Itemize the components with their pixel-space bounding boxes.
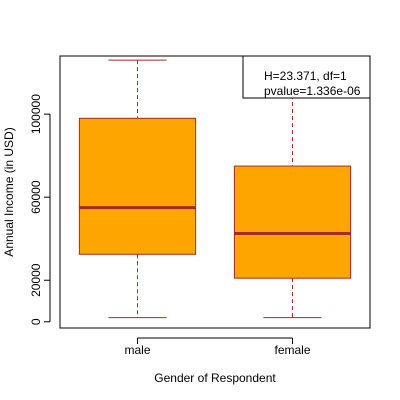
box-iqr <box>233 165 352 279</box>
y-tick-label: 0 <box>29 318 43 325</box>
box-iqr <box>78 117 197 255</box>
x-tick-label: male <box>124 343 150 357</box>
annotation-line-1: H=23.371, df=1 <box>264 69 347 83</box>
x-tick-label: female <box>274 343 310 357</box>
annotation-line-2: pvalue=1.336e-06 <box>264 84 361 98</box>
y-tick-label: 60000 <box>29 180 43 214</box>
stat-annotation: H=23.371, df=1 pvalue=1.336e-06 <box>242 55 371 99</box>
y-tick-label: 20000 <box>29 263 43 297</box>
y-axis-title: Annual Income (in USD) <box>2 127 16 256</box>
annotation-box <box>242 55 371 99</box>
plot-frame <box>59 55 371 329</box>
y-tick-label: 100000 <box>29 94 43 134</box>
x-axis-title: Gender of Respondent <box>154 371 276 385</box>
box-group-male <box>78 59 197 319</box>
box-group-female <box>233 59 352 319</box>
